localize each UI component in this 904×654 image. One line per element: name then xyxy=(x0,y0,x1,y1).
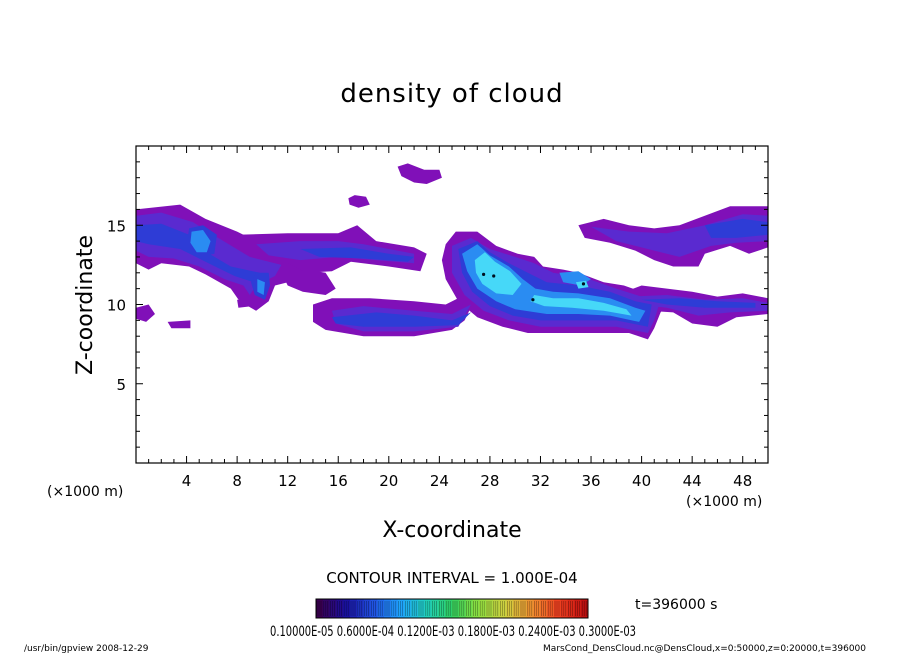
colorbar-segment xyxy=(431,599,439,618)
colorbar-segment xyxy=(472,599,480,618)
colorbar-segment xyxy=(384,599,392,618)
cloud-fill-high-density xyxy=(190,230,211,253)
cloud-fill-mid-density xyxy=(300,247,415,262)
y-tick-label: 10 xyxy=(107,297,126,315)
colorbar-segment xyxy=(574,599,582,618)
contour-speck xyxy=(482,272,486,276)
cloud-fill-low-density xyxy=(237,299,253,308)
colorbar-segment xyxy=(418,599,426,618)
cloud-fill-mid-density xyxy=(331,312,471,327)
x-tick-label: 40 xyxy=(632,472,651,490)
cloud-fill-mid-density xyxy=(704,218,768,238)
colorbar-segment xyxy=(520,599,528,618)
colorbar-segment xyxy=(465,599,473,618)
colorbar-segment xyxy=(540,599,548,618)
colorbar-segment xyxy=(316,599,324,618)
x-tick-label: 16 xyxy=(329,472,348,490)
colorbar-frame xyxy=(315,598,589,619)
colorbar-segment xyxy=(479,599,487,618)
cloud-fill-peak-density xyxy=(474,252,522,295)
axis-ticks xyxy=(136,146,768,463)
x-tick-label: 24 xyxy=(430,472,449,490)
colorbar-segment xyxy=(492,599,501,618)
y-tick-label: 5 xyxy=(116,376,126,394)
colorbar-segment xyxy=(336,599,344,618)
colorbar-segment xyxy=(445,599,453,618)
colorbar-segment xyxy=(506,599,514,618)
x-tick-label: 32 xyxy=(531,472,550,490)
y-tick-label: 15 xyxy=(107,217,126,235)
colorbar-segment xyxy=(560,599,569,618)
y-axis-title: Z-coordinate xyxy=(73,235,98,375)
footer-right: MarsCond_DensCloud.nc@DensCloud,x=0:5000… xyxy=(543,644,866,654)
x-unit-label-right: (×1000 m) xyxy=(686,494,762,510)
x-tick-label: 20 xyxy=(379,472,398,490)
colorbar-segment xyxy=(356,599,365,618)
colorbar xyxy=(316,599,589,618)
colorbar-segment xyxy=(438,599,446,618)
x-tick-label: 44 xyxy=(683,472,702,490)
colorbar-segment xyxy=(547,599,555,618)
time-label: t=396000 s xyxy=(635,597,717,613)
x-tick-labels: 4 8 12 16 20 24 28 32 36 40 44 48 xyxy=(182,472,752,490)
cloud-density-fill xyxy=(136,163,768,340)
colorbar-segment xyxy=(404,599,412,618)
cloud-fill-low-density xyxy=(136,304,155,322)
x-tick-label: 36 xyxy=(581,472,600,490)
colorbar-segment xyxy=(397,599,405,618)
colorbar-segment xyxy=(533,599,541,618)
cloud-fill-low-density xyxy=(348,195,370,208)
footer-left: /usr/bin/gpview 2008-12-29 xyxy=(24,644,149,654)
colorbar-segment xyxy=(350,599,358,618)
contour-speck xyxy=(492,274,496,278)
colorbar-segment xyxy=(567,599,575,618)
cloud-fill-low-density xyxy=(397,163,442,184)
colorbar-segment xyxy=(329,599,337,618)
colorbar-segment xyxy=(390,599,399,618)
colorbar-segment xyxy=(377,599,385,618)
chart-title: density of cloud xyxy=(340,79,563,109)
colorbar-segment xyxy=(458,599,467,618)
y-tick-labels: 5 10 15 xyxy=(107,217,126,394)
x-tick-label: 12 xyxy=(278,472,297,490)
x-tick-label: 48 xyxy=(733,472,752,490)
colorbar-segment xyxy=(424,599,433,618)
colorbar-segment xyxy=(322,599,331,618)
colorbar-segment xyxy=(513,599,521,618)
cloud-fill-high-density xyxy=(257,279,265,295)
x-axis-title: X-coordinate xyxy=(382,518,521,543)
cloud-fill-low-density xyxy=(167,320,191,329)
contour-speck xyxy=(581,282,586,286)
colorbar-segment xyxy=(363,599,371,618)
cloud-fill-low-density xyxy=(281,269,336,295)
contour-speck xyxy=(531,298,535,302)
x-tick-label: 8 xyxy=(232,472,242,490)
colorbar-segment xyxy=(526,599,535,618)
colorbar-segment xyxy=(499,599,507,618)
x-tick-label: 4 xyxy=(182,472,192,490)
cloud-fill-mid-density xyxy=(641,298,756,308)
colorbar-segment xyxy=(452,599,460,618)
colorbar-segment xyxy=(370,599,378,618)
x-unit-label-left: (×1000 m) xyxy=(47,484,123,500)
colorbar-segment xyxy=(411,599,419,618)
colorbar-segment xyxy=(486,599,494,618)
cloud-fill-peak-density xyxy=(530,295,632,316)
colorbar-segment xyxy=(581,599,589,618)
colorbar-tick-labels: 0.10000E-05 0.6000E-04 0.1200E-03 0.1800… xyxy=(270,624,636,640)
contour-interval-label: CONTOUR INTERVAL = 1.000E-04 xyxy=(326,569,577,587)
colorbar-segment xyxy=(343,599,351,618)
x-tick-label: 28 xyxy=(480,472,499,490)
colorbar-segment xyxy=(554,599,562,618)
